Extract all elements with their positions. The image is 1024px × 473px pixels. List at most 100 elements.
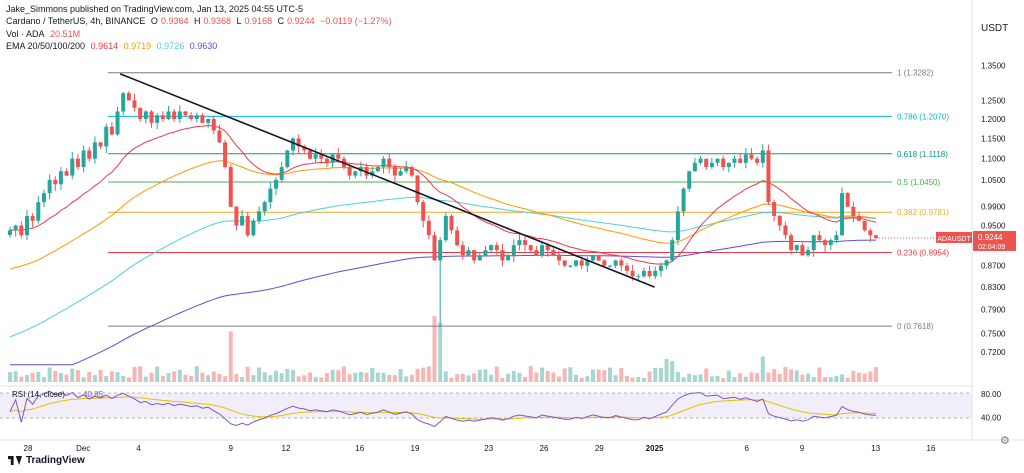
rsi-axis-label: 40.00 (981, 413, 1002, 422)
volume-bar (291, 370, 296, 382)
volume-bar (415, 368, 420, 382)
volume-bar (675, 372, 680, 382)
candle-body (240, 216, 245, 226)
candle-body (398, 171, 403, 176)
candle-body (234, 206, 239, 226)
volume-value: 20.51M (50, 29, 81, 39)
volume-bar (92, 375, 97, 382)
candle-body (653, 270, 658, 277)
volume-bar (398, 369, 403, 382)
volume-bar (874, 367, 878, 382)
symbol-title[interactable]: Cardano / TetherUS, 4h, BINANCE (6, 16, 146, 26)
volume-bar (489, 374, 494, 382)
volume-bar (240, 377, 245, 382)
volume-bar (692, 375, 697, 382)
candle-body (732, 158, 737, 163)
tradingview-logo-icon (8, 456, 22, 465)
candle-body (772, 202, 777, 217)
candle-body (274, 179, 279, 189)
volume-bar (534, 372, 539, 382)
candle-body (70, 158, 75, 176)
candle-body (421, 202, 426, 221)
volume-bar (664, 359, 669, 382)
candle-body (364, 167, 369, 176)
candle-body (8, 230, 12, 235)
volume-bar (166, 372, 171, 382)
volume-bar (579, 377, 584, 382)
candle-body (545, 245, 550, 251)
volume-label: Vol · ADA (6, 29, 45, 39)
candle-body (449, 216, 454, 231)
volume-bar (455, 374, 460, 382)
price-tick-label: 1.1500 (981, 134, 1006, 143)
volume-bar (392, 375, 397, 382)
candle-body (534, 250, 539, 256)
volume-bar (409, 374, 414, 382)
last-price-value: 0.9244 (978, 233, 1003, 242)
candle-body (36, 202, 41, 221)
volume-bar (251, 375, 256, 382)
volume-bar (483, 369, 488, 382)
trendline-segment (119, 73, 655, 288)
candle-body (800, 245, 805, 256)
volume-bar (585, 376, 590, 382)
time-tick-label: 23 (484, 444, 493, 453)
volume-bar (41, 377, 46, 382)
ohlc-low: 0.9168 (244, 16, 273, 26)
candle-body (443, 216, 448, 241)
ohlc-close: 0.9244 (287, 16, 315, 26)
volume-bar (121, 375, 126, 382)
ohlc-change: −0.0119 (−1.27%) (320, 16, 392, 26)
volume-bar (138, 366, 143, 382)
ohlc-high: 0.9368 (203, 16, 232, 26)
volume-bar (104, 376, 109, 382)
volume-bar (574, 374, 579, 382)
candle-body (709, 162, 714, 168)
candle-body (743, 154, 748, 163)
settings-gear-icon[interactable]: ⚙ (1000, 435, 1010, 447)
candle-body (415, 175, 420, 203)
axes: 1.3500 1.2500 1.2000 1.1500 1.1000 1.0500 0.99… (0, 0, 1024, 453)
candle-body (698, 158, 703, 163)
candle-body (817, 235, 822, 241)
candle-body (262, 202, 267, 212)
volume-bar (234, 373, 239, 382)
volume-bar (658, 367, 663, 382)
volume-bar (330, 369, 335, 382)
candle-body (613, 260, 618, 266)
volume-bar (109, 371, 114, 382)
candle-body (466, 250, 471, 256)
volume-bar (568, 367, 573, 382)
volume-bar (670, 361, 675, 382)
volume-bar (364, 372, 369, 382)
candle-body (143, 111, 148, 120)
volume-bar (432, 316, 437, 382)
candle-body (602, 260, 607, 266)
volume-bar (466, 375, 471, 382)
trendline[interactable] (119, 73, 655, 288)
volume-bar (155, 366, 160, 382)
candle-body (172, 111, 177, 120)
volume-bar (206, 375, 211, 382)
currency-label[interactable]: USDT (981, 23, 1009, 34)
volume-bar (630, 377, 635, 382)
candle-body (30, 216, 35, 221)
volume-bar (149, 372, 154, 382)
volume-bar (783, 366, 788, 382)
publisher-credit: Jake_Simmons published on TradingView.co… (6, 4, 304, 14)
fib-level-label: 1 (1.3282) (897, 69, 934, 78)
volume-bar (460, 373, 465, 382)
fibonacci-retracement[interactable]: 1 (1.3282) 0.786 (1.2070) 0.618 (1.1118) 0.… (108, 69, 949, 331)
volume-bar (87, 372, 92, 382)
fib-level-label: 0.786 (1.2070) (897, 112, 949, 121)
time-tick-label: Dec (76, 444, 90, 453)
candle-body (783, 225, 788, 236)
volume-bar (755, 373, 760, 382)
candle-body (726, 162, 731, 168)
volume-bar (636, 377, 641, 382)
price-tick-label: 1.2500 (981, 96, 1006, 105)
volume-bar (698, 374, 703, 382)
candle-body (324, 158, 329, 163)
candle-body (477, 255, 482, 261)
